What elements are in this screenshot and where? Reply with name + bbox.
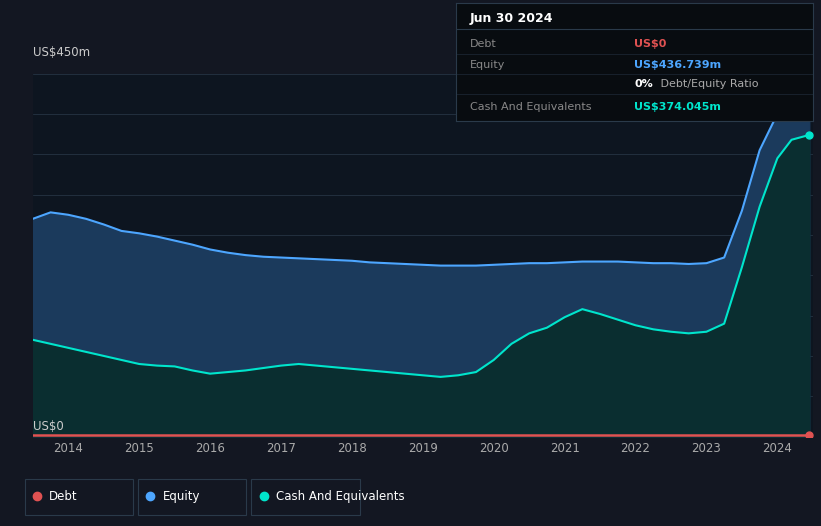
Text: 0%: 0% — [635, 79, 653, 89]
Text: Cash And Equivalents: Cash And Equivalents — [470, 102, 591, 112]
Text: US$374.045m: US$374.045m — [635, 102, 721, 112]
Text: Cash And Equivalents: Cash And Equivalents — [276, 490, 405, 502]
Text: US$450m: US$450m — [33, 46, 90, 59]
Text: Debt: Debt — [470, 39, 497, 49]
Text: Jun 30 2024: Jun 30 2024 — [470, 12, 553, 25]
Text: US$436.739m: US$436.739m — [635, 60, 722, 70]
Text: US$0: US$0 — [33, 420, 63, 433]
Text: US$0: US$0 — [635, 39, 667, 49]
Text: Debt/Equity Ratio: Debt/Equity Ratio — [658, 79, 759, 89]
Text: Equity: Equity — [470, 60, 505, 70]
Text: Equity: Equity — [163, 490, 200, 502]
Text: Debt: Debt — [49, 490, 78, 502]
